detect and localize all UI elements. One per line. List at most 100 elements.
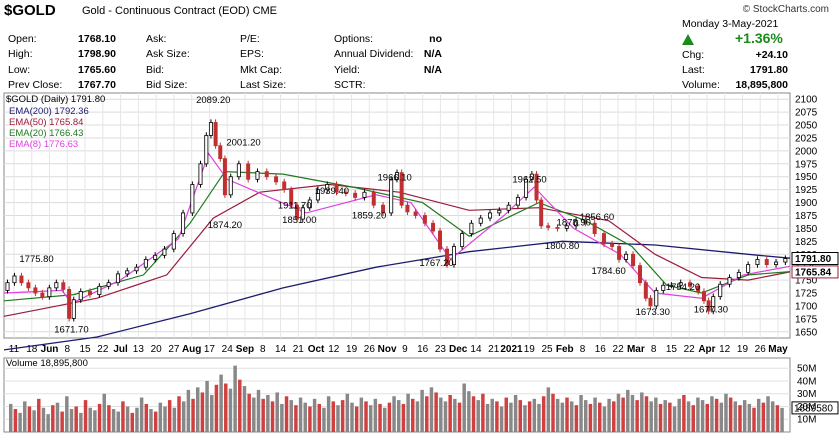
volume-bar bbox=[775, 405, 780, 432]
last-value: 1791.80 bbox=[750, 64, 788, 76]
volume-bar bbox=[602, 406, 607, 432]
volume-bar bbox=[158, 402, 163, 432]
price-candle bbox=[106, 282, 111, 287]
price-candle bbox=[362, 191, 367, 198]
volume-bar bbox=[247, 393, 251, 432]
x-tick-label: 9 bbox=[402, 344, 408, 355]
price-annotation: 2089.20 bbox=[196, 95, 230, 106]
volume-bar bbox=[312, 398, 317, 432]
price-candle bbox=[208, 122, 213, 136]
price-candle bbox=[307, 199, 312, 209]
x-tick-label: Apr bbox=[698, 344, 715, 355]
x-tick-label: 19 bbox=[346, 344, 358, 355]
yield-label: Yield: bbox=[334, 64, 360, 76]
volume-bar bbox=[261, 398, 265, 432]
x-tick-label: Jul bbox=[113, 344, 128, 355]
price-candle bbox=[47, 287, 52, 298]
x-tick-label: 16 bbox=[417, 344, 429, 355]
volume-bar bbox=[598, 402, 602, 432]
volume-bar bbox=[135, 407, 139, 432]
y-tick-label: 2000 bbox=[795, 146, 818, 157]
price-lines bbox=[3, 119, 791, 351]
volume-bar bbox=[462, 383, 466, 432]
volume-bar bbox=[331, 401, 336, 432]
price-candle bbox=[19, 275, 24, 284]
yield-value: N/A bbox=[423, 64, 442, 76]
price-candle bbox=[389, 178, 394, 214]
x-tick-label: 11 bbox=[9, 344, 20, 355]
volume-bar bbox=[397, 400, 401, 432]
price-candle bbox=[727, 277, 732, 285]
volume-bar bbox=[256, 389, 261, 432]
price-candle bbox=[460, 233, 465, 247]
x-tick-label: 26 bbox=[364, 344, 376, 355]
high-value: 1798.90 bbox=[78, 48, 116, 60]
volume-bar bbox=[392, 396, 396, 432]
volume-bar bbox=[336, 405, 340, 432]
volume-bar bbox=[205, 380, 209, 432]
volume-bar bbox=[121, 401, 125, 432]
volume-bar bbox=[696, 397, 700, 432]
volume-bar bbox=[682, 395, 686, 432]
volume-bar bbox=[700, 400, 705, 432]
price-candle bbox=[282, 181, 287, 191]
chart-legend: $GOLD (Daily) 1791.80 EMA(200) 1792.36 E… bbox=[6, 94, 105, 150]
price-candle bbox=[534, 173, 539, 201]
volume-bars: 1889580 bbox=[3, 357, 839, 433]
price-candle bbox=[654, 290, 659, 307]
volume-bar bbox=[415, 401, 420, 432]
brand-logo[interactable]: © StockCharts.com bbox=[742, 4, 829, 15]
low-label: Low: bbox=[8, 64, 31, 76]
volume-bar bbox=[513, 395, 518, 432]
price-annotation: 1851.00 bbox=[282, 215, 316, 226]
price-candle bbox=[40, 292, 45, 298]
y-tick-label: 1750 bbox=[795, 276, 818, 287]
volume-bar bbox=[139, 397, 144, 432]
volume-bar bbox=[177, 396, 181, 432]
volume-last-box bbox=[791, 401, 839, 415]
x-tick-label: Sep bbox=[236, 344, 254, 355]
price-annotation: 2001.20 bbox=[226, 137, 260, 148]
price-candle bbox=[718, 283, 723, 298]
price-candle bbox=[67, 289, 72, 319]
volume-bar bbox=[752, 407, 756, 432]
volume-bar bbox=[97, 403, 102, 432]
volume-bar bbox=[93, 410, 97, 432]
x-tick-label: 16 bbox=[595, 344, 607, 355]
prev-close-value: 1767.70 bbox=[78, 79, 116, 91]
price-candle bbox=[78, 291, 83, 301]
volume-bar bbox=[401, 403, 406, 432]
y-tick-label: 1875 bbox=[795, 211, 818, 222]
price-candle bbox=[264, 171, 269, 178]
price-candle bbox=[134, 266, 139, 272]
price-candle bbox=[274, 176, 279, 183]
up-arrow-icon bbox=[682, 34, 694, 45]
volume-bar bbox=[537, 403, 541, 432]
volume-tick-label: 20M bbox=[797, 402, 816, 413]
last-value-box bbox=[791, 252, 839, 266]
x-tick-label: 15 bbox=[80, 344, 92, 355]
price-candle bbox=[26, 282, 31, 289]
price-candle bbox=[198, 163, 203, 185]
high-label: High: bbox=[8, 48, 33, 60]
volume-bar bbox=[200, 392, 205, 432]
volume-bar bbox=[191, 398, 195, 432]
price-candle bbox=[371, 191, 376, 206]
price-candle bbox=[631, 253, 636, 267]
price-annotations: 1775.80 1671.70 2089.20 1874.20 2001.20 1911.… bbox=[19, 95, 728, 336]
volume-bar bbox=[714, 398, 719, 432]
volume-bar bbox=[719, 402, 724, 432]
mkt-cap-label: Mkt Cap: bbox=[240, 64, 283, 76]
price-candle bbox=[610, 243, 615, 247]
price-candle bbox=[469, 222, 474, 234]
x-tick-label: May bbox=[768, 344, 788, 355]
price-candle bbox=[711, 296, 716, 312]
volume-value: 18,895,800 bbox=[735, 79, 788, 91]
annual-dividend-value: N/A bbox=[423, 48, 442, 60]
volume-bar bbox=[532, 398, 537, 432]
volume-label: Volume: bbox=[682, 79, 720, 91]
price-candle bbox=[295, 204, 300, 220]
volume-bar bbox=[266, 395, 270, 432]
volume-bar bbox=[252, 397, 256, 432]
